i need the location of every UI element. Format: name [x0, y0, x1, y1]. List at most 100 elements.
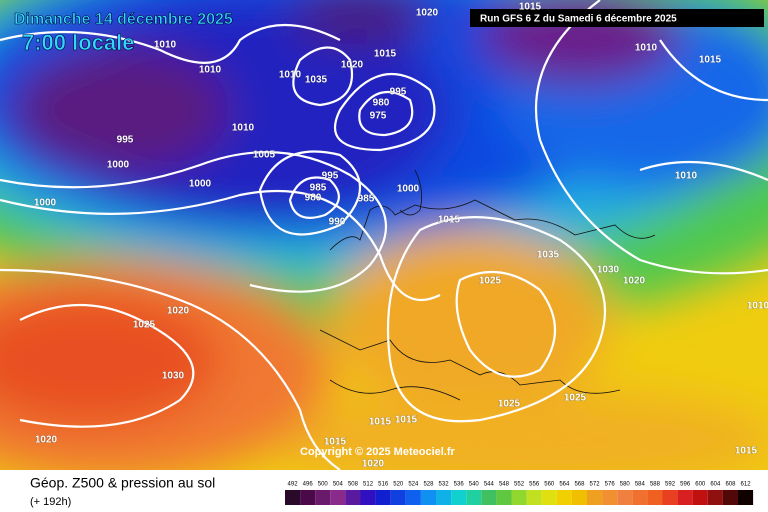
colorbar-label: 516: [378, 482, 389, 488]
colorbar-label: 596: [680, 482, 691, 488]
map-date: Dimanche 14 décembre 2025: [14, 11, 233, 28]
isobar: [455, 270, 557, 378]
isobar-label: 1010: [232, 123, 255, 134]
colorbar-swatch: [315, 490, 331, 505]
isobar-label: 1015: [438, 215, 461, 226]
colorbar-swatch: [405, 490, 421, 505]
coastline: [319, 169, 656, 401]
isobar: [534, 0, 768, 275]
colorbar-label: 532: [439, 482, 450, 488]
colorbar-swatch: [300, 490, 316, 505]
isobar-label: 1025: [133, 320, 156, 331]
colorbar-swatch: [556, 490, 572, 505]
map-time: 7:00 locale: [22, 30, 135, 55]
colorbar-label: 564: [559, 482, 570, 488]
isobar-label: 990: [329, 217, 346, 228]
legend-subtitle: (+ 192h): [30, 496, 71, 508]
colorbar-swatch: [451, 490, 467, 505]
colorbar-swatch: [722, 490, 738, 505]
copyright: Copyright © 2025 Meteociel.fr: [300, 446, 456, 458]
colorbar-swatch: [632, 490, 648, 505]
isobar-label: 980: [305, 193, 322, 204]
colorbar-label: 556: [529, 482, 540, 488]
isobar-label: 1010: [635, 43, 658, 54]
colorbar-label: 544: [484, 482, 495, 488]
colorbar-label: 612: [741, 482, 752, 488]
colorbar-label: 492: [288, 482, 299, 488]
run-box: [470, 9, 764, 27]
colorbar-swatch: [587, 490, 603, 505]
legend-title: Géop. Z500 & pression au sol: [30, 475, 215, 491]
colorbar-label: 560: [544, 482, 555, 488]
colorbar-swatch: [390, 490, 406, 505]
isobar: [292, 46, 354, 107]
isobar-label: 1030: [162, 371, 185, 382]
colorbar-label: 528: [423, 482, 434, 488]
colorbar-swatch: [345, 490, 361, 505]
colorbar-label: 512: [363, 482, 374, 488]
isobar-label: 1015: [369, 417, 392, 428]
colorbar-label: 508: [348, 482, 359, 488]
isobar-label: 985: [358, 194, 375, 205]
colorbar-swatch: [571, 490, 587, 505]
isobar: [386, 216, 607, 423]
isobar-label: 1025: [479, 276, 502, 287]
colorbar-swatch: [420, 490, 436, 505]
isobar-label: 980: [373, 98, 390, 109]
isobar: [288, 176, 340, 219]
isobar-label: 1020: [362, 459, 385, 470]
run-info: Run GFS 6 Z du Samedi 6 décembre 2025: [480, 14, 677, 25]
isobar: [258, 150, 362, 236]
isobar-label: 1010: [747, 301, 768, 312]
colorbar-label: 592: [665, 482, 676, 488]
colorbar-swatch: [738, 490, 754, 505]
isobar: [0, 24, 341, 64]
colorbar-swatch: [511, 490, 527, 505]
colorbar-swatch: [330, 490, 346, 505]
isobar-label: 1025: [564, 393, 587, 404]
isobar: [334, 72, 436, 152]
isobar-label: 1020: [623, 276, 646, 287]
isobar-label: 1035: [537, 250, 560, 261]
colorbar-label: 552: [514, 482, 525, 488]
colorbar-swatch: [466, 490, 482, 505]
colorbar-label: 584: [635, 482, 646, 488]
isobar-label: 975: [370, 111, 387, 122]
isobar-label: 1015: [699, 55, 722, 66]
isobar-label: 1020: [167, 306, 190, 317]
isobar-label: 995: [390, 87, 407, 98]
colorbar-label: 524: [408, 482, 419, 488]
colorbar-swatch: [541, 490, 557, 505]
isobar: [639, 39, 768, 182]
isobar-label: 1020: [35, 435, 58, 446]
colorbar-label: 580: [620, 482, 631, 488]
colorbar-swatch: [617, 490, 633, 505]
isobar-label: 1010: [279, 70, 302, 81]
isobar: [0, 268, 341, 470]
colorbar-label: 500: [318, 482, 329, 488]
colorbar-label: 496: [303, 482, 314, 488]
isobar-label: 995: [322, 171, 339, 182]
colorbar-label: 568: [574, 482, 585, 488]
isobar-label: 1000: [107, 160, 130, 171]
colorbar-swatch: [677, 490, 693, 505]
isobar-label: 1010: [199, 65, 222, 76]
isobar-label: 1000: [397, 184, 420, 195]
isobar-label: 1015: [735, 446, 758, 457]
isobar-label: 985: [310, 183, 327, 194]
colorbar-swatch: [285, 490, 301, 505]
colorbar-swatch: [526, 490, 542, 505]
isobar-label: 995: [117, 135, 134, 146]
colorbar-label: 504: [333, 482, 344, 488]
colorbar-swatch: [662, 490, 678, 505]
colorbar-swatch: [707, 490, 723, 505]
colorbar-swatch: [375, 490, 391, 505]
isobar-label: 1000: [34, 198, 57, 209]
isobar-label: 1025: [498, 399, 521, 410]
colorbar-label: 536: [454, 482, 465, 488]
colorbar-label: 604: [710, 482, 721, 488]
colorbar-swatch: [436, 490, 452, 505]
